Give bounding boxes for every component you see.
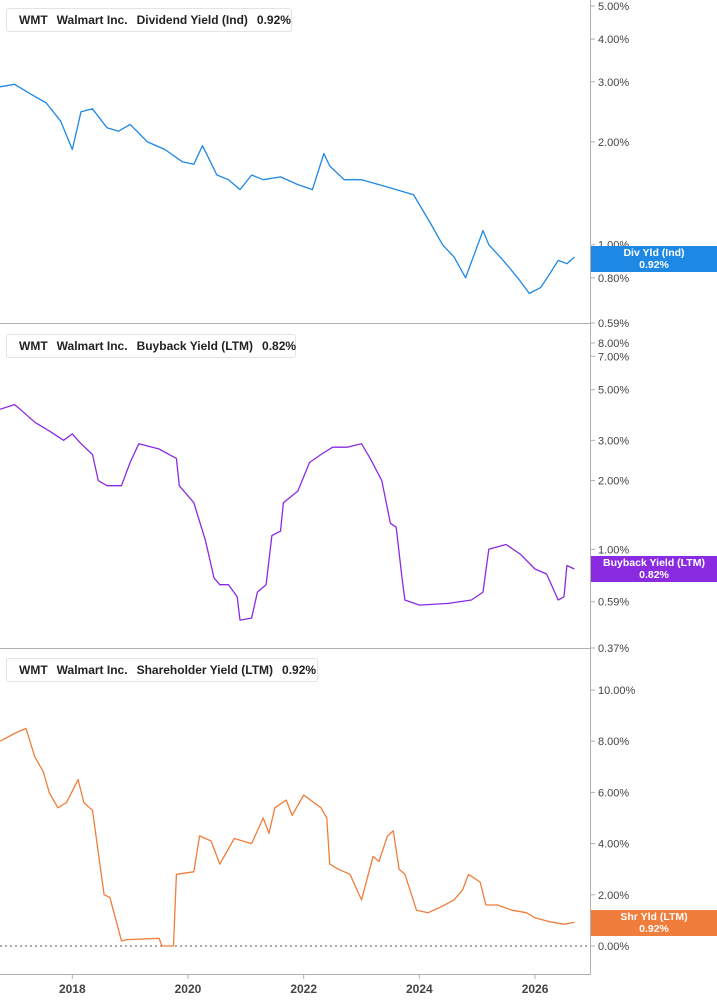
y-tick-label: 7.00% — [598, 351, 629, 363]
y-tick-label: 8.00% — [598, 338, 629, 350]
legend-metric: Dividend Yield (Ind) — [136, 13, 248, 27]
legend-ticker: WMT — [19, 13, 48, 27]
legend-ticker: WMT — [19, 339, 48, 353]
x-tick-label: 2024 — [406, 982, 433, 996]
legend-ticker: WMT — [19, 663, 48, 677]
x-tick-label: 2020 — [175, 982, 202, 996]
y-tick-label: 10.00% — [598, 685, 636, 697]
y-tick-label: 6.00% — [598, 787, 629, 799]
flag-dividend: Div Yld (Ind) 0.92% — [591, 246, 717, 272]
flag-label: Div Yld (Ind) — [623, 247, 685, 259]
flag-value: 0.82% — [639, 569, 669, 581]
buyback-series-line — [0, 403, 575, 621]
shareholder-series-line — [0, 727, 575, 947]
flag-shareholder: Shr Yld (LTM) 0.92% — [591, 910, 717, 936]
flag-buyback: Buyback Yield (LTM) 0.82% — [591, 556, 717, 582]
y-tick-label: 4.00% — [598, 34, 629, 46]
legend-value: 0.82% — [262, 339, 297, 353]
legend-buyback[interactable]: WMT Walmart Inc. Buyback Yield (LTM) 0.8… — [6, 334, 296, 358]
x-tick-label: 2018 — [59, 982, 86, 996]
legend-value: 0.92% — [282, 663, 317, 677]
y-tick-label: 2.00% — [598, 137, 629, 149]
y-tick-label: 5.00% — [598, 385, 629, 397]
legend-metric: Shareholder Yield (LTM) — [136, 663, 274, 677]
flag-label: Shr Yld (LTM) — [620, 911, 688, 923]
y-tick-label: 3.00% — [598, 77, 629, 89]
x-tick-label: 2026 — [522, 982, 549, 996]
legend-company: Walmart Inc. — [56, 339, 128, 353]
legend-dividend[interactable]: WMT Walmart Inc. Dividend Yield (Ind) 0.… — [6, 8, 292, 32]
legend-company: Walmart Inc. — [56, 13, 128, 27]
y-tick-label: 0.59% — [598, 597, 629, 609]
y-tick-label: 2.00% — [598, 476, 629, 488]
y-tick-label: 8.00% — [598, 736, 629, 748]
legend-value: 0.92% — [256, 13, 291, 27]
flag-value: 0.92% — [639, 923, 669, 935]
flag-label: Buyback Yield (LTM) — [603, 557, 705, 569]
legend-shareholder[interactable]: WMT Walmart Inc. Shareholder Yield (LTM)… — [6, 658, 318, 682]
flag-value: 0.92% — [639, 259, 669, 271]
y-tick-label: 0.80% — [598, 273, 629, 285]
x-tick-label: 2022 — [290, 982, 317, 996]
y-tick-label: 4.00% — [598, 839, 629, 851]
y-tick-label: 3.00% — [598, 435, 629, 447]
y-tick-label: 0.59% — [598, 318, 629, 330]
legend-company: Walmart Inc. — [56, 663, 128, 677]
y-tick-label: 5.00% — [598, 1, 629, 13]
y-tick-label: 0.00% — [598, 941, 629, 953]
dividend-series-line — [0, 83, 575, 295]
y-tick-label: 1.00% — [598, 544, 629, 556]
legend-metric: Buyback Yield (LTM) — [136, 339, 254, 353]
y-tick-label: 0.37% — [598, 643, 629, 655]
y-tick-label: 2.00% — [598, 890, 629, 902]
